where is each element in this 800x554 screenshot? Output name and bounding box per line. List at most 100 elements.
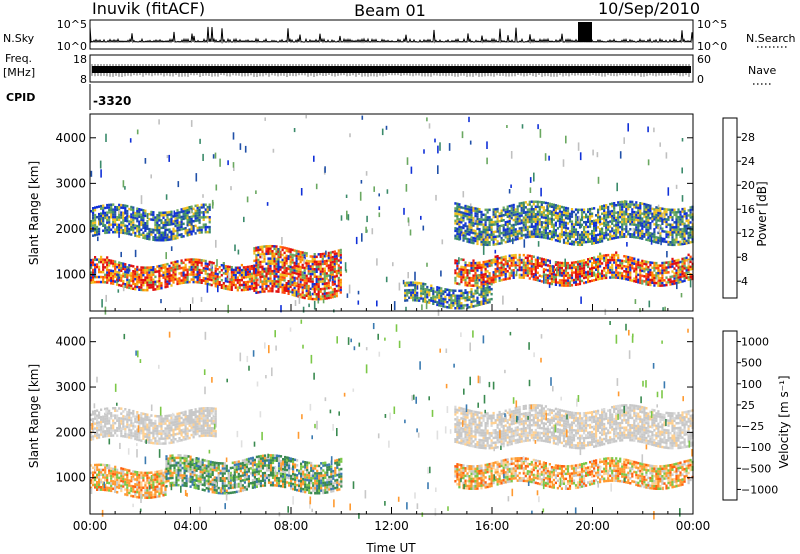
- cell-high: [259, 270, 262, 274]
- cell-mid: [484, 233, 487, 236]
- cell-high: [122, 272, 125, 275]
- cell-high: [202, 259, 205, 262]
- cell-high: [607, 253, 610, 257]
- cell-scatter: [313, 155, 315, 162]
- cell-high: [611, 268, 614, 272]
- cell-high: [649, 283, 652, 287]
- cell-grey: [102, 425, 105, 428]
- cell-high: [516, 258, 519, 262]
- cell-grey: [114, 416, 117, 420]
- cell-mid: [613, 229, 616, 232]
- cell-mid: [486, 226, 489, 229]
- cell-high: [321, 280, 324, 283]
- cell-mid: [178, 233, 181, 237]
- cell-high: [267, 269, 270, 273]
- cell-mid: [158, 214, 161, 217]
- cell-high: [677, 278, 680, 282]
- cell-mid: [534, 218, 537, 221]
- cell-mid: [196, 214, 199, 217]
- cell-high: [281, 271, 284, 274]
- cell-mid: [679, 230, 682, 234]
- cell-high: [593, 256, 596, 259]
- cell-high: [468, 264, 471, 267]
- cell-mid: [635, 216, 638, 219]
- cell-high: [252, 267, 255, 270]
- cell-grey: [118, 427, 121, 430]
- cell-grey: [116, 414, 119, 417]
- cell-mid: [568, 220, 572, 223]
- cell-mid: [554, 221, 557, 225]
- velocity-heatmap: [90, 319, 694, 520]
- cell-mid: [160, 211, 163, 215]
- cell-high: [122, 282, 125, 285]
- cell-high: [267, 257, 270, 260]
- cell-mid: [671, 228, 674, 232]
- cell-high: [456, 264, 459, 268]
- cell-high: [500, 258, 503, 262]
- cell-mid: [647, 214, 650, 217]
- cell-high: [526, 266, 529, 270]
- cell-high: [168, 279, 171, 283]
- cell-high: [293, 271, 296, 275]
- cell-high: [601, 272, 604, 275]
- cell-high: [683, 264, 686, 268]
- cell-mid: [657, 231, 660, 235]
- cell-mid: [550, 235, 553, 238]
- cell-mid: [468, 205, 471, 209]
- cell-high: [228, 285, 231, 289]
- cell-high: [556, 263, 559, 267]
- cell-mid: [458, 307, 461, 310]
- cell-mid: [542, 233, 545, 237]
- cell-grey: [98, 421, 101, 424]
- cell-high: [333, 275, 336, 278]
- cell-high: [528, 269, 531, 273]
- cell-high: [657, 279, 660, 282]
- cell-mid: [134, 211, 137, 215]
- cell-mid: [554, 224, 557, 227]
- cell-mid: [562, 218, 566, 222]
- cell-mid: [651, 215, 654, 218]
- cell-high: [277, 263, 280, 266]
- cell-high: [631, 266, 634, 270]
- cell-mid: [580, 243, 584, 246]
- cell-mid: [482, 228, 485, 231]
- cell-mid: [665, 218, 668, 221]
- cell-mid: [659, 232, 662, 235]
- cell-grey: [112, 419, 115, 422]
- cell-high: [210, 271, 213, 274]
- cell-mid: [510, 214, 513, 217]
- cell-mid: [200, 216, 203, 219]
- cell-mid: [454, 299, 457, 302]
- cell-high: [647, 268, 650, 271]
- cell-high: [669, 280, 672, 284]
- cell-high: [142, 278, 145, 282]
- cell-mid: [556, 212, 559, 215]
- cell-mid: [564, 216, 568, 220]
- cell-grey: [116, 409, 119, 412]
- cell-mid: [629, 223, 632, 226]
- cell-mid: [158, 216, 161, 220]
- cell-mid: [566, 217, 570, 220]
- cell-high: [206, 265, 209, 268]
- cell-mid: [502, 206, 505, 209]
- cell-high: [605, 271, 608, 275]
- cell-high: [102, 265, 105, 269]
- cell-high: [580, 269, 584, 273]
- cell-mid: [156, 231, 159, 234]
- cell-high: [601, 277, 604, 280]
- cell-high: [230, 271, 233, 274]
- cell-mid: [464, 237, 467, 240]
- cell-mid: [480, 218, 483, 221]
- cell-mid: [192, 207, 195, 210]
- cell-high: [162, 266, 165, 269]
- cell-mid: [619, 235, 622, 239]
- cell-mid: [496, 210, 499, 213]
- cell-high: [240, 263, 243, 267]
- cell-mid: [518, 204, 521, 208]
- cell-high: [484, 268, 487, 271]
- cell-mid: [643, 207, 646, 211]
- cell-mid: [560, 205, 563, 209]
- cell-mid: [408, 291, 411, 294]
- cell-mid: [589, 215, 592, 218]
- cell-scatter: [118, 231, 120, 238]
